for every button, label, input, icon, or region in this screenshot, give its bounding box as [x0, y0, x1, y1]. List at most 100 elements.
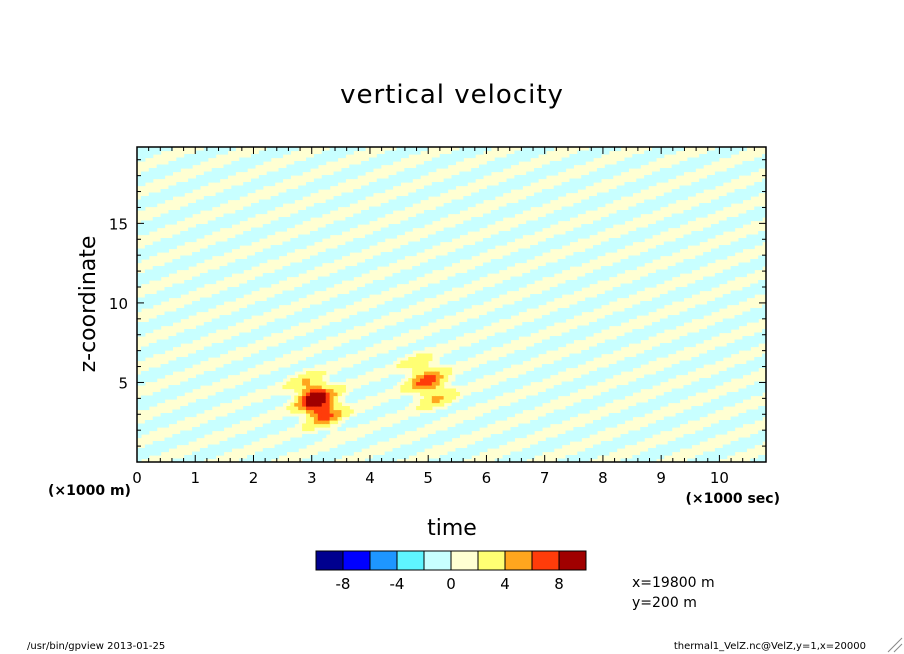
- heatmap-cell: [537, 346, 543, 351]
- heatmap-cell: [518, 406, 523, 411]
- heatmap-cell: [388, 385, 394, 390]
- heatmap-cell: [180, 189, 185, 194]
- heatmap-cell: [298, 409, 303, 414]
- heatmap-cell: [479, 444, 484, 449]
- heatmap-cell: [294, 315, 299, 320]
- heatmap-cell: [180, 388, 185, 393]
- heatmap-cell: [494, 367, 500, 372]
- heatmap-cell: [561, 168, 567, 173]
- heatmap-cell: [329, 451, 335, 456]
- heatmap-cell: [534, 269, 539, 274]
- heatmap-cell: [479, 297, 484, 302]
- heatmap-cell: [368, 241, 374, 246]
- heatmap-cell: [188, 353, 193, 358]
- heatmap-cell: [341, 248, 346, 253]
- heatmap-cell: [317, 280, 323, 285]
- heatmap-cell: [384, 378, 390, 383]
- heatmap-cell: [561, 189, 567, 194]
- heatmap-cell: [156, 220, 162, 225]
- heatmap-cell: [494, 434, 500, 439]
- heatmap-cell: [144, 248, 150, 253]
- heatmap-cell: [176, 360, 181, 365]
- heatmap-cell: [290, 248, 295, 253]
- heatmap-cell: [266, 350, 272, 355]
- heatmap-cell: [148, 318, 154, 323]
- heatmap-cell: [400, 364, 405, 369]
- heatmap-cell: [333, 206, 339, 211]
- heatmap-cell: [537, 427, 543, 432]
- heatmap-cell: [357, 346, 362, 351]
- heatmap-cell: [514, 434, 519, 439]
- heatmap-cell: [482, 287, 488, 292]
- heatmap-cell: [266, 353, 272, 358]
- heatmap-cell: [545, 245, 551, 250]
- heatmap-cell: [290, 378, 295, 383]
- heatmap-cell: [215, 168, 221, 173]
- heatmap-cell: [306, 311, 311, 316]
- heatmap-cell: [341, 168, 346, 173]
- heatmap-cell: [400, 399, 405, 404]
- heatmap-cell: [180, 287, 185, 292]
- heatmap-cell: [266, 231, 272, 236]
- heatmap-cell: [333, 182, 339, 187]
- heatmap-cell: [561, 213, 567, 218]
- heatmap-cell: [502, 213, 508, 218]
- heatmap-cell: [325, 227, 331, 232]
- heatmap-cell: [431, 210, 437, 215]
- heatmap-cell: [494, 458, 500, 462]
- heatmap-cell: [365, 441, 370, 446]
- heatmap-cell: [345, 224, 350, 229]
- heatmap-cell: [270, 280, 276, 285]
- heatmap-cell: [479, 273, 484, 278]
- heatmap-cell: [176, 283, 181, 288]
- heatmap-cell: [482, 220, 488, 225]
- heatmap-cell: [435, 210, 441, 215]
- heatmap-cell: [514, 161, 519, 166]
- heatmap-cell: [243, 259, 248, 264]
- heatmap-cell: [416, 406, 421, 411]
- heatmap-cell: [188, 280, 193, 285]
- heatmap-cell: [192, 434, 197, 439]
- heatmap-cell: [479, 192, 484, 197]
- heatmap-cell: [361, 441, 366, 446]
- heatmap-cell: [176, 213, 181, 218]
- heatmap-cell: [266, 150, 272, 155]
- heatmap-cell: [227, 343, 232, 348]
- heatmap-cell: [156, 294, 162, 299]
- heatmap-cell: [325, 308, 331, 313]
- heatmap-cell: [486, 322, 492, 327]
- heatmap-cell: [278, 346, 284, 351]
- heatmap-cell: [408, 385, 413, 390]
- heatmap-cell: [455, 231, 460, 236]
- heatmap-cell: [211, 171, 217, 176]
- heatmap-cell: [164, 262, 170, 267]
- heatmap-cell: [184, 315, 189, 320]
- heatmap-cell: [451, 259, 457, 264]
- heatmap-cell: [400, 448, 405, 453]
- heatmap-cell: [164, 437, 170, 442]
- heatmap-cell: [506, 329, 512, 334]
- heatmap-cell: [203, 402, 209, 407]
- heatmap-cell: [207, 150, 213, 155]
- heatmap-cell: [278, 420, 284, 425]
- heatmap-cell: [235, 392, 240, 397]
- heatmap-cell: [227, 213, 232, 218]
- heatmap-cell: [541, 248, 547, 253]
- heatmap-cell: [302, 364, 307, 369]
- heatmap-cell: [498, 259, 504, 264]
- heatmap-cell: [137, 357, 142, 362]
- heatmap-cell: [219, 374, 225, 379]
- heatmap-cell: [258, 311, 264, 316]
- heatmap-cell: [278, 371, 284, 376]
- heatmap-cell: [431, 213, 437, 218]
- heatmap-cell: [447, 206, 453, 211]
- heatmap-cell: [313, 304, 319, 309]
- heatmap-cell: [490, 441, 496, 446]
- heatmap-cell: [266, 357, 272, 362]
- heatmap-cell: [317, 413, 323, 418]
- heatmap-cell: [408, 381, 413, 386]
- heatmap-cell: [270, 252, 276, 257]
- heatmap-cell: [451, 178, 457, 183]
- heatmap-cell: [443, 409, 449, 414]
- heatmap-cell: [317, 311, 323, 316]
